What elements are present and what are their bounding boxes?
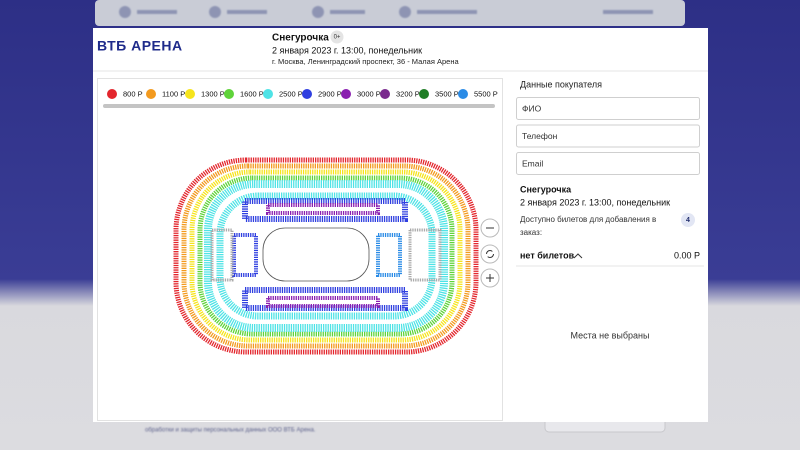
input-placeholder: Email: [522, 158, 543, 168]
legend-label: 2500 Р: [279, 89, 303, 98]
total: 0.00 Р: [674, 250, 700, 260]
legend-dot: [458, 89, 468, 99]
legend-label: 1100 Р: [162, 89, 185, 98]
nav-items: [119, 6, 653, 18]
reset-view[interactable]: [480, 244, 500, 264]
input-field[interactable]: [516, 124, 700, 148]
available-badge: [681, 213, 695, 227]
site-nav: [95, 0, 685, 26]
order-title: Снегурочка: [520, 184, 572, 194]
buyer-heading: Данные покупателя: [520, 79, 602, 89]
legend-label: 5500 Р: [474, 89, 498, 98]
input-field[interactable]: [516, 152, 700, 175]
legend-label: 3500 Р: [435, 89, 459, 98]
legend-dot: [185, 89, 195, 99]
scrollbar[interactable]: [103, 104, 495, 108]
age-badge: [330, 30, 344, 44]
legend-label: 800 Р: [123, 89, 143, 98]
legend-dot: [302, 89, 312, 99]
empty-message: Места не выбраны: [571, 330, 650, 340]
available-label: Доступно билетов для добавления в заказ:: [520, 215, 657, 237]
legend-dot: [224, 89, 234, 99]
chevron[interactable]: [573, 253, 583, 259]
legend-dot: [341, 89, 351, 99]
available-wrap: Доступно билетов для добавления в заказ:: [520, 215, 657, 237]
rink: [262, 227, 370, 282]
legend-label: 3000 Р: [357, 89, 381, 98]
input-placeholder: ФИО: [522, 103, 542, 113]
legend-dot: [146, 89, 156, 99]
event-datetime: 2 января 2023 г. 13:00, понедельник: [272, 45, 422, 55]
bg-footer-text: обработки и защиты персональных данных О…: [145, 428, 316, 434]
legend-label: 2900 Р: [318, 89, 342, 98]
legend-dot: [263, 89, 273, 99]
event-address: г. Москва, Ленинградский проспект, 36 - …: [272, 57, 459, 66]
legend-label: 3200 Р: [396, 89, 420, 98]
input-field[interactable]: [516, 97, 700, 120]
tickets-label[interactable]: нет билетов: [520, 250, 575, 260]
legend-dot: [419, 89, 429, 99]
buyer-fields: ФИО Телефон Email: [516, 97, 700, 175]
legend-dot: [107, 89, 117, 99]
plus-icon: [486, 274, 494, 282]
reset-icon: [486, 250, 494, 258]
seat-map[interactable]: [173, 157, 479, 355]
legend-label: 1300 Р: [201, 89, 225, 98]
legend-dot: [380, 89, 390, 99]
zoom-controls: [480, 218, 500, 288]
logo: ВТБ АРЕНА: [97, 38, 183, 54]
price-legend: 800 Р 1100 Р 1300 Р 1600 Р 2500 Р 2900 Р 3000 …: [107, 89, 498, 99]
input-placeholder: Телефон: [522, 131, 558, 141]
available-count: 4: [686, 217, 690, 224]
legend-label: 1600 Р: [240, 89, 264, 98]
order-datetime: 2 января 2023 г. 13:00, понедельник: [520, 197, 670, 207]
event-title: Снегурочка: [272, 33, 329, 44]
age-label: 0+: [334, 35, 341, 41]
